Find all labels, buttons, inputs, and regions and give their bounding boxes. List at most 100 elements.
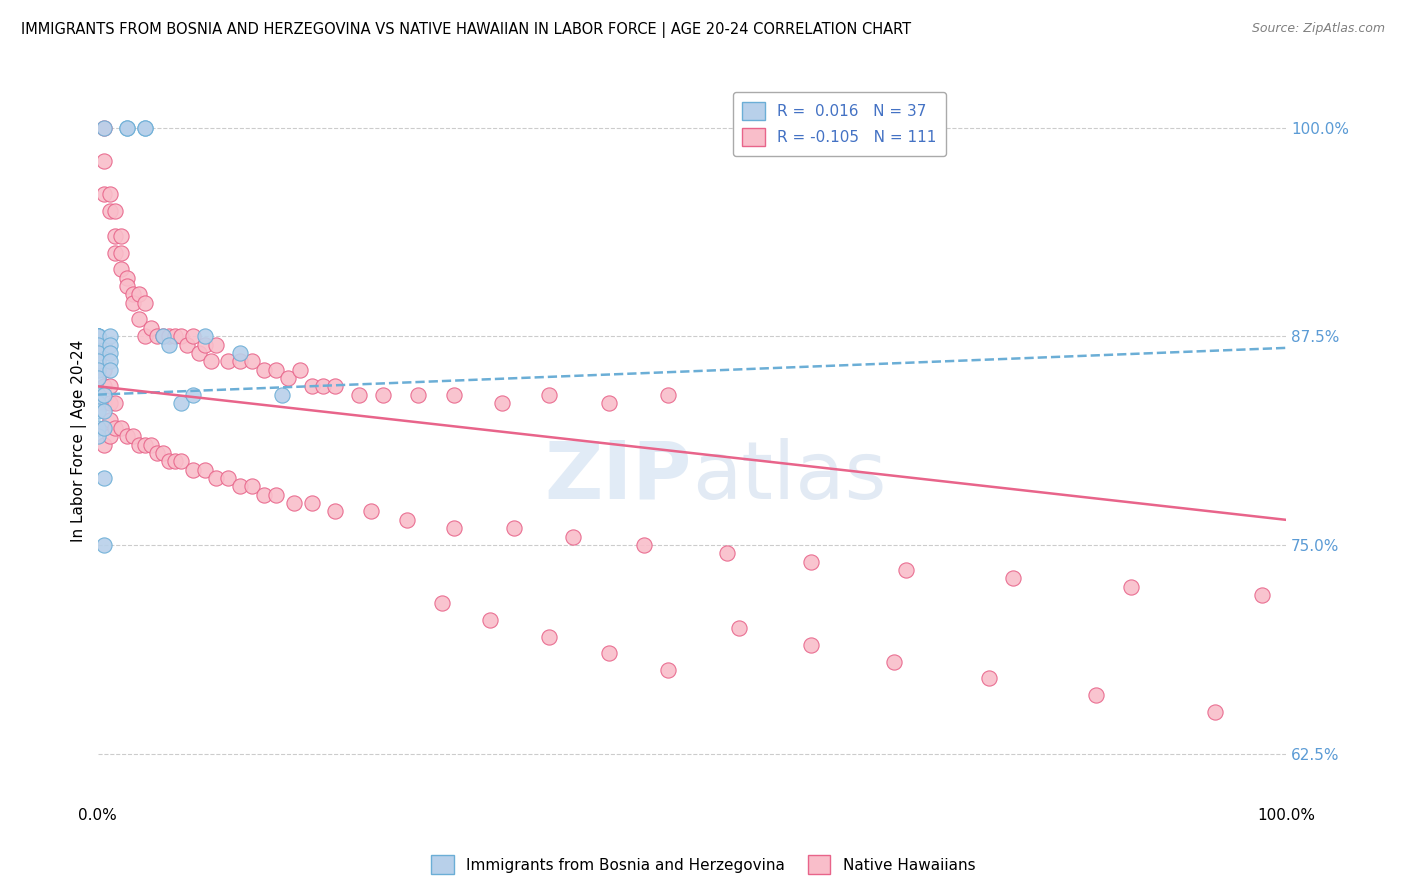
Text: atlas: atlas bbox=[692, 438, 886, 516]
Point bbox=[323, 504, 346, 518]
Point bbox=[277, 371, 299, 385]
Point bbox=[240, 354, 263, 368]
Point bbox=[283, 496, 305, 510]
Point bbox=[1204, 705, 1226, 719]
Point bbox=[98, 354, 121, 368]
Point bbox=[98, 346, 121, 360]
Text: Source: ZipAtlas.com: Source: ZipAtlas.com bbox=[1251, 22, 1385, 36]
Point bbox=[502, 521, 524, 535]
Point bbox=[122, 429, 145, 443]
Point bbox=[443, 387, 465, 401]
Point bbox=[128, 438, 150, 452]
Point bbox=[194, 337, 217, 351]
Point bbox=[347, 387, 370, 401]
Legend: R =  0.016   N = 37, R = -0.105   N = 111: R = 0.016 N = 37, R = -0.105 N = 111 bbox=[733, 93, 946, 155]
Point bbox=[562, 529, 585, 543]
Point bbox=[270, 387, 292, 401]
Point bbox=[1084, 688, 1107, 702]
Point bbox=[110, 245, 132, 260]
Point bbox=[716, 546, 738, 560]
Point bbox=[264, 362, 287, 376]
Point bbox=[134, 120, 156, 135]
Point bbox=[157, 337, 180, 351]
Point bbox=[86, 362, 108, 376]
Point bbox=[163, 454, 186, 468]
Point bbox=[86, 329, 108, 343]
Point bbox=[117, 120, 139, 135]
Point bbox=[98, 329, 121, 343]
Point bbox=[894, 563, 917, 577]
Point bbox=[170, 454, 193, 468]
Point bbox=[170, 329, 193, 343]
Point bbox=[194, 329, 217, 343]
Point bbox=[977, 672, 1000, 686]
Point bbox=[157, 454, 180, 468]
Point bbox=[598, 646, 620, 660]
Point bbox=[86, 329, 108, 343]
Point bbox=[93, 337, 115, 351]
Point bbox=[117, 279, 139, 293]
Point bbox=[86, 387, 108, 401]
Point bbox=[86, 354, 108, 368]
Point bbox=[194, 463, 217, 477]
Point bbox=[93, 421, 115, 435]
Point bbox=[117, 270, 139, 285]
Point bbox=[371, 387, 394, 401]
Point bbox=[253, 362, 276, 376]
Text: IMMIGRANTS FROM BOSNIA AND HERZEGOVINA VS NATIVE HAWAIIAN IN LABOR FORCE | AGE 2: IMMIGRANTS FROM BOSNIA AND HERZEGOVINA V… bbox=[21, 22, 911, 38]
Point bbox=[86, 329, 108, 343]
Point bbox=[93, 387, 115, 401]
Point bbox=[176, 337, 198, 351]
Point bbox=[93, 396, 115, 410]
Point bbox=[598, 396, 620, 410]
Point bbox=[657, 387, 679, 401]
Point bbox=[93, 438, 115, 452]
Point bbox=[240, 479, 263, 493]
Point bbox=[93, 346, 115, 360]
Point bbox=[1001, 571, 1024, 585]
Point bbox=[146, 446, 169, 460]
Point bbox=[491, 396, 513, 410]
Point bbox=[128, 312, 150, 326]
Point bbox=[229, 354, 252, 368]
Point bbox=[800, 555, 823, 569]
Point bbox=[93, 421, 115, 435]
Point bbox=[98, 204, 121, 219]
Point bbox=[86, 337, 108, 351]
Point bbox=[229, 346, 252, 360]
Point bbox=[181, 463, 204, 477]
Point bbox=[93, 120, 115, 135]
Point bbox=[122, 295, 145, 310]
Point bbox=[104, 229, 127, 244]
Point bbox=[205, 471, 228, 485]
Point bbox=[301, 496, 323, 510]
Point bbox=[134, 438, 156, 452]
Point bbox=[86, 329, 108, 343]
Point bbox=[93, 471, 115, 485]
Point bbox=[883, 655, 905, 669]
Point bbox=[538, 630, 561, 644]
Point bbox=[110, 421, 132, 435]
Point bbox=[657, 663, 679, 677]
Point bbox=[139, 321, 162, 335]
Point bbox=[408, 387, 430, 401]
Point bbox=[181, 387, 204, 401]
Point bbox=[98, 412, 121, 426]
Point bbox=[93, 120, 115, 135]
Point bbox=[1251, 588, 1274, 602]
Y-axis label: In Labor Force | Age 20-24: In Labor Force | Age 20-24 bbox=[72, 339, 87, 541]
Point bbox=[478, 613, 501, 627]
Point bbox=[98, 379, 121, 393]
Point bbox=[633, 538, 655, 552]
Point bbox=[134, 295, 156, 310]
Point bbox=[205, 337, 228, 351]
Point bbox=[152, 329, 174, 343]
Point bbox=[181, 329, 204, 343]
Point bbox=[86, 371, 108, 385]
Point bbox=[152, 329, 174, 343]
Point bbox=[152, 446, 174, 460]
Point bbox=[217, 354, 239, 368]
Point bbox=[170, 396, 193, 410]
Point bbox=[217, 471, 239, 485]
Point bbox=[117, 429, 139, 443]
